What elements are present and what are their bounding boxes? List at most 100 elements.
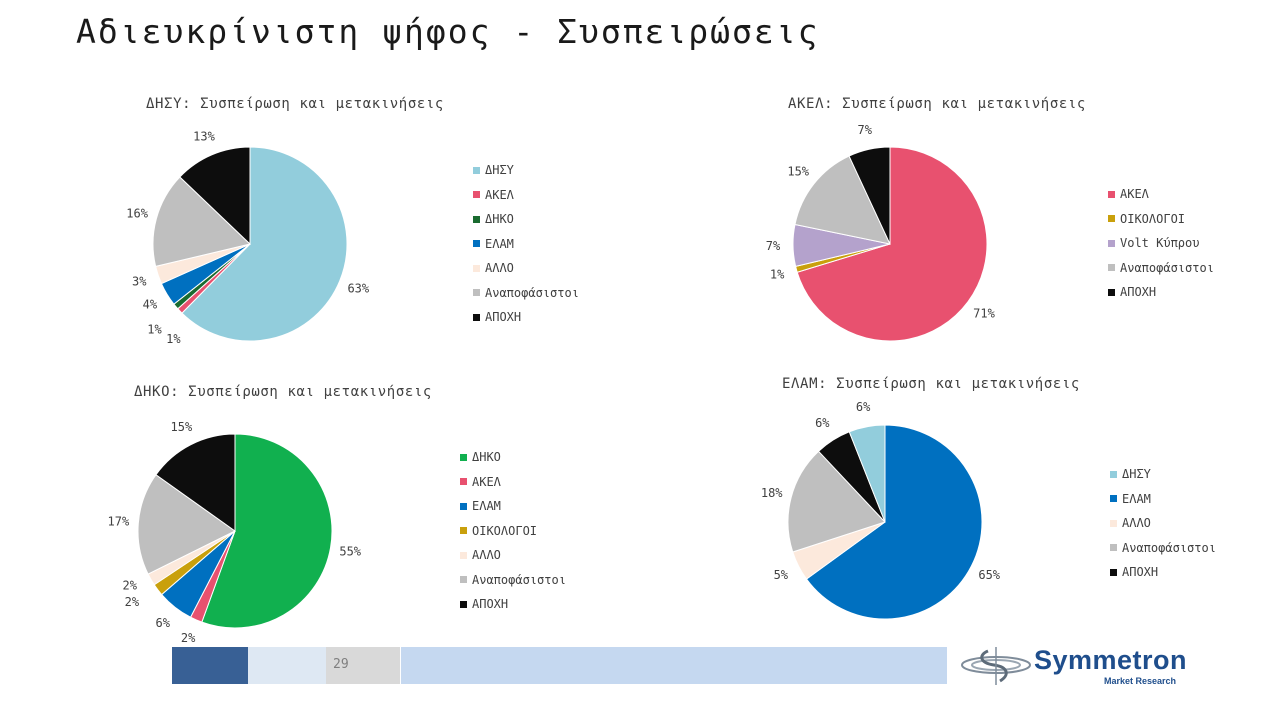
legend: ΔΗΣΥ ΑΚΕΛ ΔΗΚΟ ΕΛΑΜ ΑΛΛΟ Αναποφάσιστοι ΑΠΟΧΗ xyxy=(473,158,579,330)
legend-item-αποχη: ΑΠΟΧΗ xyxy=(473,305,579,330)
logo-subtitle: Market Research xyxy=(1104,676,1177,686)
data-label-ακελ: 2% xyxy=(181,631,196,645)
legend-label: ΑΚΕΛ xyxy=(472,474,501,489)
legend: ΑΚΕΛ ΟΙΚΟΛΟΓΟΙ Volt Κύπρου Αναποφάσιστοι ΑΠΟ… xyxy=(1108,182,1214,305)
legend: ΔΗΣΥ ΕΛΑΜ ΑΛΛΟ Αναποφάσιστοι ΑΠΟΧΗ xyxy=(1110,462,1216,585)
legend-label: Αναποφάσιστοι xyxy=(485,285,579,300)
legend-swatch xyxy=(1110,495,1117,503)
legend-label: ΑΠΟΧΗ xyxy=(485,310,522,325)
symmetron-logo: Symmetron Market Research xyxy=(960,645,1200,689)
legend-item-ακελ: ΑΚΕΛ xyxy=(1108,182,1214,207)
footer-bar-light xyxy=(248,647,326,684)
chart-title: ΕΛΑΜ: Συσπείρωση και μετακινήσεις xyxy=(782,376,1080,392)
pie-chart-elam: 65% 5% 18% 6% 6% xyxy=(761,400,1001,620)
data-label-αποχη: 6% xyxy=(815,416,830,430)
legend-label: ΑΠΟΧΗ xyxy=(1122,565,1159,580)
legend-item-οικολογοι: ΟΙΚΟΛΟΓΟΙ xyxy=(460,519,566,544)
legend-label: Αναποφάσιστοι xyxy=(1122,540,1216,555)
legend-item-αποχη: ΑΠΟΧΗ xyxy=(460,592,566,617)
data-label-δησυ: 63% xyxy=(347,281,369,295)
legend-item-ελαμ: ΕΛΑΜ xyxy=(460,494,566,519)
legend-swatch xyxy=(1108,215,1115,223)
legend-item-αναποφάσιστοι: Αναποφάσιστοι xyxy=(1110,536,1216,561)
legend-swatch xyxy=(1110,470,1117,478)
data-label-αναποφάσιστοι: 16% xyxy=(126,206,148,220)
chart-title: ΑΚΕΛ: Συσπείρωση και μετακινήσεις xyxy=(788,96,1086,112)
legend-swatch xyxy=(1110,568,1117,576)
legend: ΔΗΚΟ ΑΚΕΛ ΕΛΑΜ ΟΙΚΟΛΟΓΟΙ ΑΛΛΟ Αναποφάσιστοι ΑΠ… xyxy=(460,445,566,617)
legend-label: ΕΛΑΜ xyxy=(485,236,514,251)
legend-item-οικολογοι: ΟΙΚΟΛΟΓΟΙ xyxy=(1108,207,1214,232)
legend-swatch xyxy=(460,478,467,486)
pie-chart-akel: 71% 1% 7% 15% 7% xyxy=(766,123,996,342)
legend-swatch xyxy=(1110,544,1117,552)
legend-item-αλλο: ΑΛΛΟ xyxy=(1110,511,1216,536)
legend-swatch xyxy=(1110,519,1117,527)
pie-slice-δησυ xyxy=(848,424,886,523)
chart-title: ΔΗΚΟ: Συσπείρωση και μετακινήσεις xyxy=(134,384,432,400)
legend-item-αναποφάσιστοι: Αναποφάσιστοι xyxy=(473,281,579,306)
legend-label: ΔΗΚΟ xyxy=(472,450,501,465)
legend-item-δησυ: ΔΗΣΥ xyxy=(473,158,579,183)
legend-swatch xyxy=(473,191,480,199)
legend-swatch xyxy=(1108,190,1115,198)
footer-bar-long xyxy=(401,647,947,684)
legend-label: ΑΠΟΧΗ xyxy=(1120,285,1157,300)
page-title: Αδιευκρίνιστη ψήφος - Συσπειρώσεις xyxy=(76,12,820,51)
pie-slice-ακελ xyxy=(796,146,988,342)
legend-swatch xyxy=(473,289,480,297)
data-label-αλλο: 5% xyxy=(774,568,789,582)
pie-slice-αναποφάσιστοι xyxy=(794,155,891,245)
legend-item-αναποφάσιστοι: Αναποφάσιστοι xyxy=(460,568,566,593)
pie-slice-αποχη xyxy=(155,433,236,532)
legend-swatch xyxy=(460,453,467,461)
data-label-οικολογοι: 2% xyxy=(125,595,140,609)
legend-label: ΔΗΣΥ xyxy=(1122,467,1151,482)
data-label-αλλο: 2% xyxy=(122,579,137,593)
legend-item-δησυ: ΔΗΣΥ xyxy=(1110,462,1216,487)
legend-label: ΑΚΕΛ xyxy=(485,187,514,202)
legend-label: ΔΗΚΟ xyxy=(485,212,514,227)
data-label-αλλο: 3% xyxy=(132,275,147,289)
legend-item-ελαμ: ΕΛΑΜ xyxy=(473,232,579,257)
legend-label: Volt Κύπρου xyxy=(1120,236,1200,251)
data-label-αποχη: 15% xyxy=(171,420,193,434)
legend-item-αποχη: ΑΠΟΧΗ xyxy=(1108,280,1214,305)
legend-swatch xyxy=(460,551,467,559)
legend-item-ακελ: ΑΚΕΛ xyxy=(473,183,579,208)
legend-label: ΕΛΑΜ xyxy=(1122,491,1151,506)
data-label-αποχη: 13% xyxy=(193,129,215,143)
footer-bar-gray xyxy=(326,647,400,684)
data-label-ελαμ: 65% xyxy=(978,568,1000,582)
legend-swatch xyxy=(473,240,480,248)
pie-slice-αναποφάσιστοι xyxy=(152,176,252,268)
legend-swatch xyxy=(1108,264,1115,272)
legend-swatch xyxy=(460,502,467,510)
legend-label: ΑΛΛΟ xyxy=(472,548,501,563)
data-label-δηκο: 1% xyxy=(147,322,162,336)
pie-chart-diko: 55% 2% 6% 2% 2% 17% 15% xyxy=(108,420,362,645)
data-label-αναποφάσιστοι: 15% xyxy=(787,165,809,179)
legend-item-δηκο: ΔΗΚΟ xyxy=(473,207,579,232)
legend-label: ΕΛΑΜ xyxy=(472,499,501,514)
data-label-ακελ: 1% xyxy=(166,332,181,346)
legend-item-ακελ: ΑΚΕΛ xyxy=(460,470,566,495)
legend-item-αναποφάσιστοι: Αναποφάσιστοι xyxy=(1108,256,1214,281)
data-label-αναποφάσιστοι: 17% xyxy=(108,515,130,529)
pie-slice-δηκο xyxy=(201,433,333,629)
legend-item-δηκο: ΔΗΚΟ xyxy=(460,445,566,470)
legend-label: ΔΗΣΥ xyxy=(485,163,514,178)
legend-swatch xyxy=(473,215,480,223)
pie-slice-αποχη xyxy=(848,146,891,245)
data-label-δησυ: 6% xyxy=(856,400,871,414)
data-label-ελαμ: 4% xyxy=(143,298,158,312)
legend-label: ΟΙΚΟΛΟΓΟΙ xyxy=(472,523,538,538)
pie-slice-ελαμ xyxy=(805,424,983,620)
data-label-volt-κύπρου: 7% xyxy=(766,239,781,253)
data-label-αποχη: 7% xyxy=(857,123,872,137)
footer-bar-dark xyxy=(172,647,248,684)
pie-slice-αποχη xyxy=(179,146,251,246)
legend-item-αποχη: ΑΠΟΧΗ xyxy=(1110,560,1216,585)
legend-label: Αναποφάσιστοι xyxy=(472,572,566,587)
logo-name: Symmetron xyxy=(1034,645,1188,675)
